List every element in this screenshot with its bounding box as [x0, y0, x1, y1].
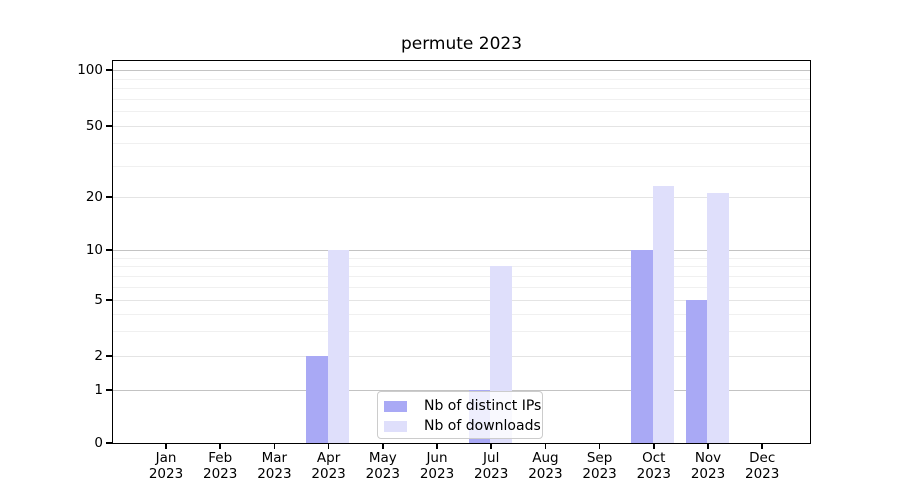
- x-tick-label-oct: Oct 2023: [636, 450, 671, 482]
- legend-swatch-distinct-ips-icon: [384, 400, 407, 412]
- y-tick-mark-0: [106, 442, 112, 444]
- y-gridline-20: [113, 197, 810, 198]
- x-tick-mark-sep: [598, 443, 601, 449]
- y-tick-mark-5: [106, 299, 112, 301]
- y-gridline-2: [113, 356, 810, 357]
- x-tick-label-sep: Sep 2023: [582, 450, 617, 482]
- bar-ips-nov: [685, 300, 707, 443]
- x-tick-mark-apr: [327, 443, 330, 449]
- y-tick-mark-10: [106, 249, 112, 251]
- x-tick-mark-oct: [653, 443, 655, 449]
- y-gridline-minor: [113, 111, 810, 113]
- x-tick-mark-jan: [165, 443, 167, 449]
- y-gridline-minor: [113, 331, 810, 333]
- y-gridline-50: [113, 126, 810, 127]
- bar-downloads-nov: [707, 193, 729, 443]
- y-gridline-minor: [113, 313, 810, 315]
- y-gridline-minor: [113, 78, 810, 80]
- y-tick-mark-1: [106, 389, 112, 391]
- legend-item-downloads: Nb of downloads: [384, 416, 542, 436]
- legend-swatch-downloads-icon: [384, 420, 407, 432]
- y-gridline-minor: [113, 257, 810, 259]
- y-tick-label-50: 50: [85, 118, 103, 134]
- y-gridline-minor: [113, 165, 810, 167]
- y-gridline-minor: [113, 266, 810, 268]
- x-tick-mark-nov: [707, 443, 709, 449]
- y-gridline-minor: [113, 143, 810, 145]
- legend-label-distinct-ips: Nb of distinct IPs: [424, 398, 542, 414]
- y-tick-label-5: 5: [94, 292, 103, 308]
- x-tick-label-mar: Mar 2023: [257, 450, 292, 482]
- x-tick-label-jul: Jul 2023: [474, 450, 509, 482]
- x-tick-mark-aug: [544, 443, 547, 449]
- y-tick-label-2: 2: [94, 348, 103, 364]
- x-tick-label-jun: Jun 2023: [419, 450, 455, 482]
- chart-title: permute 2023: [400, 34, 523, 54]
- y-tick-mark-20: [106, 196, 112, 198]
- y-gridline-100: [113, 70, 810, 71]
- x-tick-mark-jul: [490, 443, 492, 449]
- y-gridline-5: [113, 300, 810, 301]
- y-tick-label-1: 1: [94, 382, 103, 398]
- y-gridline-minor: [113, 275, 810, 277]
- bar-downloads-oct: [652, 186, 675, 443]
- legend: Nb of distinct IPs Nb of downloads: [377, 391, 543, 439]
- y-gridline-10: [113, 250, 810, 251]
- x-tick-label-may: May 2023: [365, 450, 400, 482]
- y-gridline-1: [113, 390, 810, 391]
- x-tick-label-apr: Apr 2023: [311, 450, 346, 482]
- y-gridline-minor: [113, 286, 810, 288]
- plot-area: [112, 60, 811, 444]
- x-tick-label-aug: Aug 2023: [528, 450, 563, 482]
- x-tick-mark-jun: [436, 443, 438, 449]
- y-gridline-minor: [113, 98, 810, 100]
- x-tick-label-nov: Nov 2023: [690, 450, 726, 482]
- bar-downloads-apr: [327, 250, 350, 443]
- y-tick-mark-2: [106, 355, 112, 357]
- x-tick-mark-mar: [273, 443, 276, 449]
- y-tick-label-0: 0: [94, 435, 103, 451]
- y-tick-label-100: 100: [77, 62, 103, 78]
- x-tick-label-jan: Jan 2023: [148, 450, 184, 482]
- x-tick-label-feb: Feb 2023: [203, 450, 238, 482]
- x-tick-label-dec: Dec 2023: [745, 450, 780, 482]
- y-tick-label-20: 20: [85, 189, 103, 205]
- bar-ips-apr: [306, 356, 328, 443]
- y-tick-mark-100: [106, 69, 112, 71]
- legend-label-downloads: Nb of downloads: [424, 418, 541, 434]
- y-gridline-minor: [113, 88, 810, 90]
- x-tick-mark-feb: [219, 443, 221, 449]
- bar-ips-oct: [631, 250, 653, 443]
- y-tick-label-10: 10: [85, 242, 103, 258]
- y-tick-mark-50: [106, 125, 112, 127]
- legend-item-distinct-ips: Nb of distinct IPs: [384, 396, 542, 416]
- x-tick-mark-dec: [761, 443, 763, 449]
- x-tick-mark-may: [382, 443, 384, 449]
